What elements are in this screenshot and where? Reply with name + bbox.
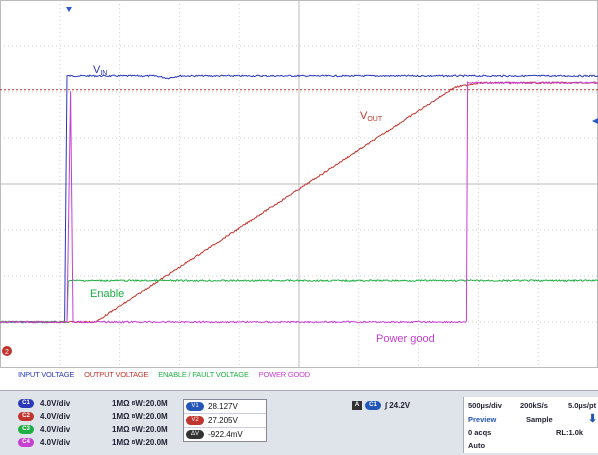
series-power-good (0, 81, 598, 324)
time-per-point: 5.0µs/pt (568, 401, 597, 410)
measurement-v2: V2 27.205V (184, 414, 266, 428)
trigger-level-marker (592, 118, 598, 124)
acquisition-state: Preview (468, 415, 497, 424)
sample-rate: 200kS/s (520, 401, 548, 410)
trigger-slope-icon: ∫ (385, 401, 388, 410)
channel-row-c2[interactable]: C2 4.0V/div 1MΩ B W:20.0M (18, 410, 176, 423)
measurement-v1: V1 28.127V (184, 400, 266, 414)
cursor-measurements[interactable]: V1 28.127V V2 27.205V ΔV -922.4mV (183, 399, 267, 442)
status-bar: C1 4.0V/div 1MΩ B W:20.0M C2 4.0V/div 1MΩ B W:… (0, 390, 598, 455)
trigger-settings[interactable]: A C1 ∫ 24.2V (352, 401, 410, 410)
trace-legend: INPUT VOLTAGE OUTPUT VOLTAGE ENABLE / FA… (18, 370, 318, 384)
acquisition-count: 0 acqs (468, 428, 492, 437)
ch2-ground-marker (2, 346, 12, 356)
oscilloscope-screen: VIN VOUT Enable Power good 2 (0, 0, 598, 368)
series-input-voltage (0, 74, 598, 324)
channel-row-c4[interactable]: C4 4.0V/div 1MΩ B W:20.0M (18, 436, 176, 449)
channel-row-c1[interactable]: C1 4.0V/div 1MΩ B W:20.0M (18, 397, 176, 410)
graticule (0, 0, 598, 368)
vout-label: VOUT (360, 110, 383, 123)
traces (0, 74, 598, 324)
channel-row-c3[interactable]: C3 4.0V/div 1MΩ B W:20.0M (18, 423, 176, 436)
legend-power-good: POWER GOOD (258, 370, 311, 379)
trigger-level: 24.2V (389, 401, 411, 410)
legend-enable-fault-voltage: ENABLE / FAULT VOLTAGE (158, 370, 249, 379)
power-good-label: Power good (376, 333, 435, 345)
timebase-panel[interactable]: 500µs/div 200kS/s 5.0µs/pt Preview Sampl… (463, 397, 598, 453)
series-enable-fault-voltage (0, 278, 598, 324)
acquisition-mode: Sample (526, 415, 553, 424)
vin-label: VIN (93, 64, 107, 77)
legend-output-voltage: OUTPUT VOLTAGE (84, 370, 149, 379)
run-stop-icon: ⬇ (588, 413, 598, 425)
trigger-source-badge: C1 (365, 401, 381, 410)
trigger-position-marker (66, 7, 72, 12)
enable-label: Enable (90, 288, 124, 300)
time-per-div: 500µs/div (468, 401, 502, 410)
trigger-mode-badge: A (352, 401, 362, 410)
legend-input-voltage: INPUT VOLTAGE (18, 370, 75, 379)
ch2-ground-label: 2 (5, 349, 9, 356)
record-length: RL:1.0k (556, 428, 584, 437)
measurement-delta-v: ΔV -922.4mV (184, 428, 266, 441)
trigger-status: Auto (468, 441, 486, 450)
channel-settings: C1 4.0V/div 1MΩ B W:20.0M C2 4.0V/div 1MΩ B W:… (18, 397, 176, 449)
